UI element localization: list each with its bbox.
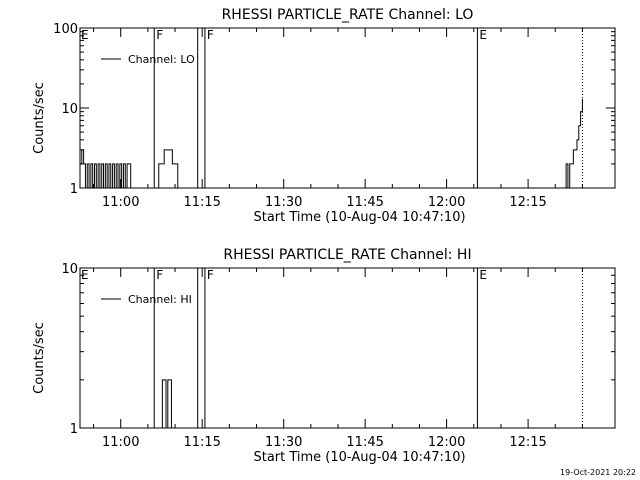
x-tick-label: 11:00	[102, 195, 139, 210]
x-tick-label: 11:45	[346, 435, 383, 450]
x-tick-label: 11:30	[265, 435, 302, 450]
edge-event-label: E	[81, 28, 89, 42]
series-line-segment	[160, 379, 172, 429]
chart-title: RHESSI PARTICLE_RATE Channel: LO	[222, 7, 474, 23]
x-axis-label: Start Time (10-Aug-04 10:47:10)	[253, 210, 465, 225]
x-tick-label: 12:00	[428, 435, 465, 450]
x-tick-label: 11:15	[183, 195, 220, 210]
series-line-segment	[80, 149, 132, 189]
event-label: F	[156, 268, 163, 282]
y-tick-label: 10	[61, 102, 78, 117]
x-axis-label: Start Time (10-Aug-04 10:47:10)	[253, 450, 465, 465]
panel-lo: RHESSI PARTICLE_RATE Channel: LO 1 10 100 11…	[32, 7, 616, 225]
plot-frame	[79, 267, 616, 429]
legend-label: Channel: HI	[128, 293, 192, 306]
x-tick-label: 11:00	[102, 435, 139, 450]
series-line-segment	[563, 98, 583, 189]
x-tick-label: 11:45	[346, 195, 383, 210]
footer-timestamp: 19-Oct-2021 20:22	[560, 468, 636, 477]
x-tick-label: 11:15	[183, 435, 220, 450]
y-tick-label: 10	[61, 262, 78, 277]
chart-title: RHESSI PARTICLE_RATE Channel: HI	[223, 247, 471, 263]
y-tick-label: 1	[70, 422, 78, 437]
panel-hi: RHESSI PARTICLE_RATE Channel: HI 1 10 11:00…	[32, 247, 616, 465]
y-tick-label: 100	[53, 22, 78, 37]
y-axis-label: Counts/sec	[32, 82, 47, 154]
event-label: F	[207, 28, 214, 42]
x-tick-label: 12:00	[428, 195, 465, 210]
series-line-segment	[156, 149, 179, 189]
event-label: E	[479, 28, 487, 42]
y-tick-label: 1	[70, 182, 78, 197]
event-label: F	[156, 28, 163, 42]
edge-event-label: E	[81, 268, 89, 282]
event-label: F	[207, 268, 214, 282]
x-tick-label: 12:15	[509, 195, 546, 210]
y-axis-label: Counts/sec	[32, 322, 47, 394]
x-tick-label: 11:30	[265, 195, 302, 210]
legend-label: Channel: LO	[128, 53, 195, 66]
event-label: E	[479, 268, 487, 282]
x-tick-label: 12:15	[509, 435, 546, 450]
